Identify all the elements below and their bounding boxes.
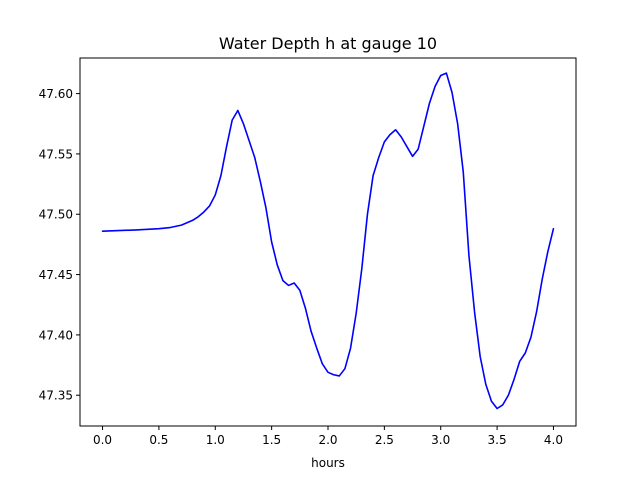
- x-tick-label: 2.5: [375, 433, 394, 447]
- x-tick-label: 0.0: [93, 433, 112, 447]
- y-tick-label: 47.50: [39, 208, 73, 222]
- y-tick-label: 47.45: [39, 268, 73, 282]
- x-tick-label: 3.5: [488, 433, 507, 447]
- y-tick-label: 47.40: [39, 328, 73, 342]
- x-axis-label: hours: [311, 456, 345, 470]
- y-tick-label: 47.55: [39, 147, 73, 161]
- x-tick-label: 0.5: [149, 433, 168, 447]
- x-tick-label: 2.0: [318, 433, 337, 447]
- series-line-0: [101, 72, 555, 410]
- x-tick-label: 1.5: [262, 433, 281, 447]
- x-tick-label: 1.0: [206, 433, 225, 447]
- x-tick-label: 4.0: [544, 433, 563, 447]
- chart-title: Water Depth h at gauge 10: [219, 34, 437, 53]
- plot-area: 0.0 0.5 1.0 1.5 2.0 2.5 3.0 3.5 4.0 47.35 47.40 47.…: [39, 57, 577, 447]
- x-tick-label: 3.0: [431, 433, 450, 447]
- y-tick-label: 47.60: [39, 87, 73, 101]
- y-tick-label: 47.35: [39, 389, 73, 403]
